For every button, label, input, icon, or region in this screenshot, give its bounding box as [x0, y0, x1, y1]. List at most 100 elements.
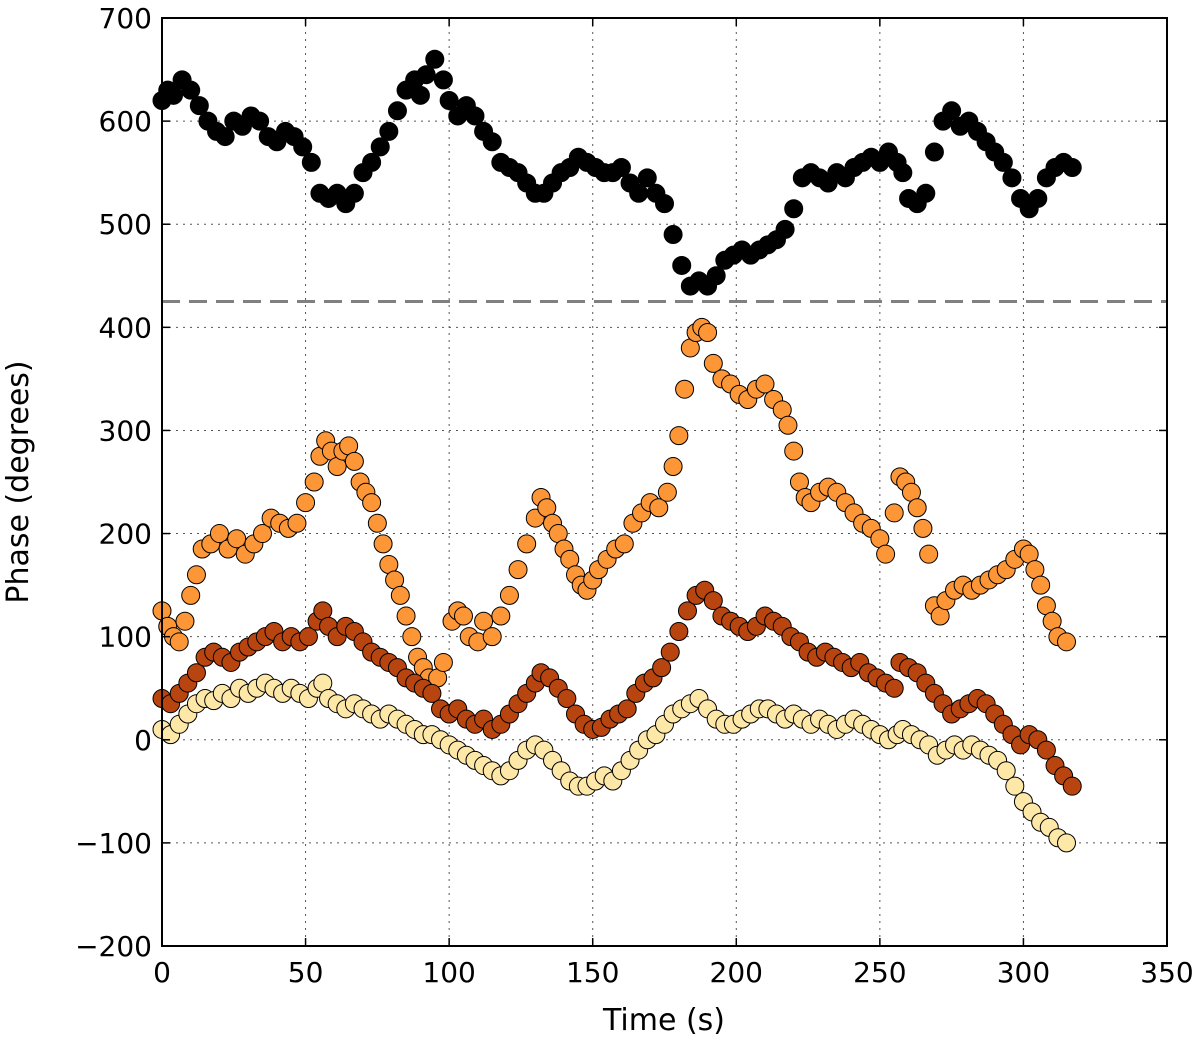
data-point: [652, 658, 672, 678]
x-tick-label: 50: [288, 956, 324, 989]
data-point: [304, 472, 324, 492]
data-point: [301, 152, 321, 172]
data-point: [924, 142, 944, 162]
y-tick-label: 300: [99, 414, 152, 447]
data-point: [287, 513, 307, 533]
data-point: [913, 518, 933, 538]
axis-ticks: [161, 17, 1168, 947]
data-point: [373, 534, 393, 554]
data-point: [517, 534, 537, 554]
data-point: [876, 544, 896, 564]
x-tick-labels: 0 50 100 150 200 250 300 350: [153, 956, 1194, 989]
data-point: [1036, 740, 1056, 760]
x-tick-label: 200: [710, 956, 763, 989]
data-point: [706, 266, 726, 286]
y-tick-label: 200: [99, 518, 152, 551]
data-point: [465, 106, 485, 126]
data-point: [163, 85, 183, 105]
data-point: [557, 689, 577, 709]
data-point: [617, 699, 637, 719]
data-point: [907, 498, 927, 518]
data-point: [416, 65, 436, 85]
data-point: [784, 441, 804, 461]
x-axis-label: Time (s): [602, 1003, 725, 1038]
data-point: [433, 652, 453, 672]
x-tick-label: 150: [566, 956, 619, 989]
data-point: [186, 663, 206, 683]
data-point: [362, 152, 382, 172]
data-point: [482, 132, 502, 152]
data-point: [784, 199, 804, 219]
data-point: [344, 183, 364, 203]
y-tick-label: 100: [99, 621, 152, 654]
data-point: [433, 70, 453, 90]
data-point: [919, 544, 939, 564]
data-point: [396, 606, 416, 626]
data-point: [181, 80, 201, 100]
data-point: [186, 565, 206, 585]
series-1: [152, 317, 1076, 688]
y-tick-label: −100: [75, 827, 152, 860]
series-0: [152, 49, 1082, 296]
data-point: [362, 493, 382, 513]
data-point: [298, 627, 318, 647]
x-tick-label: 250: [853, 956, 906, 989]
data-point: [669, 622, 689, 642]
data-point: [884, 503, 904, 523]
data-point: [402, 627, 422, 647]
data-point: [250, 111, 270, 131]
data-point: [181, 585, 201, 605]
data-point: [296, 493, 316, 513]
data-point: [215, 127, 235, 147]
data-point: [755, 374, 775, 394]
data-point: [454, 606, 473, 626]
data-point: [1057, 632, 1076, 652]
data-point: [996, 761, 1016, 781]
data-point: [425, 49, 445, 69]
x-tick-label: 350: [1140, 956, 1193, 989]
data-point: [663, 457, 683, 477]
data-point: [614, 534, 634, 554]
data-point: [1028, 188, 1048, 208]
data-point: [422, 683, 442, 703]
data-point: [703, 353, 723, 373]
x-tick-label: 100: [422, 956, 475, 989]
data-point: [669, 426, 689, 446]
data-point: [775, 219, 795, 239]
data-point: [410, 85, 430, 105]
data-point: [1031, 575, 1051, 595]
data-point: [209, 524, 229, 544]
data-point: [1062, 776, 1082, 796]
data-points: [152, 49, 1082, 853]
y-tick-label: 400: [99, 311, 152, 344]
data-point: [379, 121, 399, 141]
y-tick-label: 600: [99, 105, 152, 138]
data-point: [499, 585, 519, 605]
data-point: [1062, 158, 1082, 178]
data-point: [169, 632, 189, 652]
data-point: [387, 101, 407, 121]
x-tick-label: 300: [997, 956, 1050, 989]
y-tick-label: 700: [99, 2, 152, 35]
data-point: [893, 163, 913, 183]
data-point: [390, 585, 410, 605]
data-point: [657, 482, 677, 502]
data-point: [474, 611, 494, 631]
data-point: [655, 194, 674, 214]
x-tick-label: 0: [153, 956, 171, 989]
series-3: [152, 673, 1076, 853]
y-tick-label: 0: [134, 724, 152, 757]
data-point: [703, 591, 723, 611]
data-point: [942, 101, 962, 121]
plot-frame: [161, 17, 1168, 947]
data-point: [1005, 776, 1025, 796]
y-tick-label: 500: [99, 208, 152, 241]
data-point: [649, 498, 669, 518]
series-2: [152, 580, 1082, 796]
data-point: [439, 90, 459, 110]
data-point: [491, 606, 511, 626]
y-axis-label: Phase (degrees): [1, 360, 36, 603]
data-point: [253, 524, 272, 544]
data-point: [508, 560, 528, 580]
